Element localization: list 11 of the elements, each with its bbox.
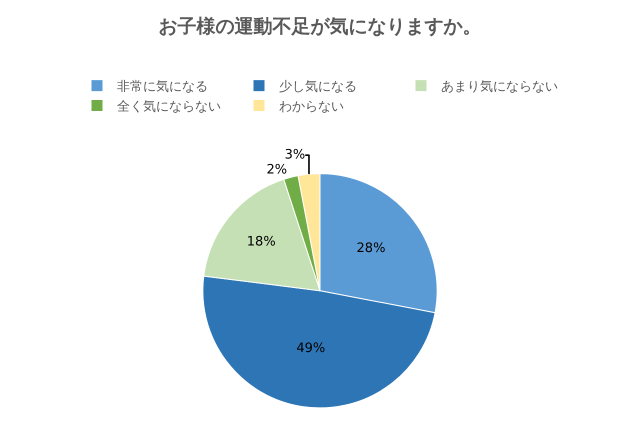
legend-label: 少し気になる [279,80,357,95]
data-label: 28% [356,241,386,256]
data-label: 18% [246,234,276,250]
legend-label: 非常に気になる [117,80,208,95]
legend-label: わからない [279,100,344,115]
data-label: 49% [296,341,326,356]
legend-label: あまり気にならない [441,80,558,95]
chart-title: お子様の運動不足が気になりますか。 [158,15,482,38]
data-label: 3% [284,148,306,163]
data-label: 2% [266,162,288,178]
legend-label: 全く気にならない [117,100,221,115]
